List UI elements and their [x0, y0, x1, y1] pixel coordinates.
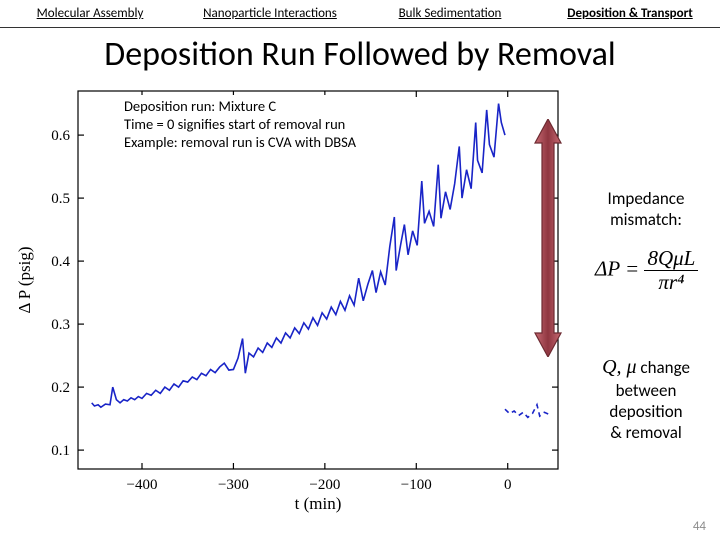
svg-text:0.5: 0.5	[51, 191, 70, 207]
eq-lhs: ΔP =	[595, 256, 639, 280]
tab-bulk-sedimentation[interactable]: Bulk Sedimentation	[360, 0, 540, 27]
svg-text:Δ P (psig): Δ P (psig)	[15, 247, 34, 314]
chart-legend: Deposition run: Mixture C Time = 0 signi…	[124, 95, 356, 153]
svg-text:0.2: 0.2	[51, 380, 70, 396]
change-label: Q, μ change between deposition & removal	[580, 355, 712, 444]
q-mu-symbol: Q, μ	[602, 356, 636, 378]
svg-text:−200: −200	[309, 477, 340, 493]
tab-nanoparticle-interactions[interactable]: Nanoparticle Interactions	[180, 0, 360, 27]
legend-line-1: Deposition run: Mixture C	[124, 97, 356, 115]
tab-molecular-assembly[interactable]: Molecular Assembly	[0, 0, 180, 27]
annot-line: deposition	[580, 401, 712, 422]
svg-text:0.4: 0.4	[51, 254, 70, 270]
svg-text:0.6: 0.6	[51, 128, 70, 144]
tab-label: Molecular Assembly	[37, 6, 144, 21]
page-title: Deposition Run Followed by Removal	[0, 34, 720, 75]
page-number: 44	[693, 519, 706, 534]
annot-line: change	[640, 357, 690, 378]
svg-text:−400: −400	[127, 477, 158, 493]
impedance-label: Impedance mismatch:	[580, 188, 712, 231]
legend-line-2: Time = 0 signifies start of removal run	[124, 115, 356, 133]
tab-label: Nanoparticle Interactions	[203, 6, 337, 21]
annot-line: mismatch:	[580, 209, 712, 230]
annot-line: between	[580, 380, 712, 401]
section-tabs: Molecular Assembly Nanoparticle Interact…	[0, 0, 720, 28]
tab-deposition-transport[interactable]: Deposition & Transport	[540, 0, 720, 27]
svg-text:−300: −300	[218, 477, 249, 493]
svg-text:0: 0	[504, 477, 512, 493]
tab-label: Deposition & Transport	[567, 6, 692, 21]
eq-numerator: 8QμL	[644, 247, 698, 271]
svg-text:−100: −100	[401, 477, 432, 493]
svg-text:0.1: 0.1	[51, 443, 70, 459]
main-content: 0.1 0.2 0.3 0.4 0.5 0.6 −400 −300 −200 −100 0 t (mi…	[0, 83, 720, 543]
svg-text:0.3: 0.3	[51, 317, 70, 333]
eq-denominator: πr⁴	[644, 271, 698, 294]
pressure-time-chart: 0.1 0.2 0.3 0.4 0.5 0.6 −400 −300 −200 −100 0 t (mi…	[12, 83, 572, 515]
svg-text:t (min): t (min)	[295, 494, 342, 513]
annot-line: & removal	[580, 422, 712, 443]
tab-label: Bulk Sedimentation	[399, 6, 502, 21]
side-annotations: Impedance mismatch: Q, μ change between …	[580, 188, 712, 443]
annot-line: Impedance	[580, 188, 712, 209]
legend-line-3: Example: removal run is CVA with DBSA	[124, 133, 356, 151]
hagen-poiseuille-equation: ΔP = 8QμL πr⁴	[595, 247, 698, 294]
